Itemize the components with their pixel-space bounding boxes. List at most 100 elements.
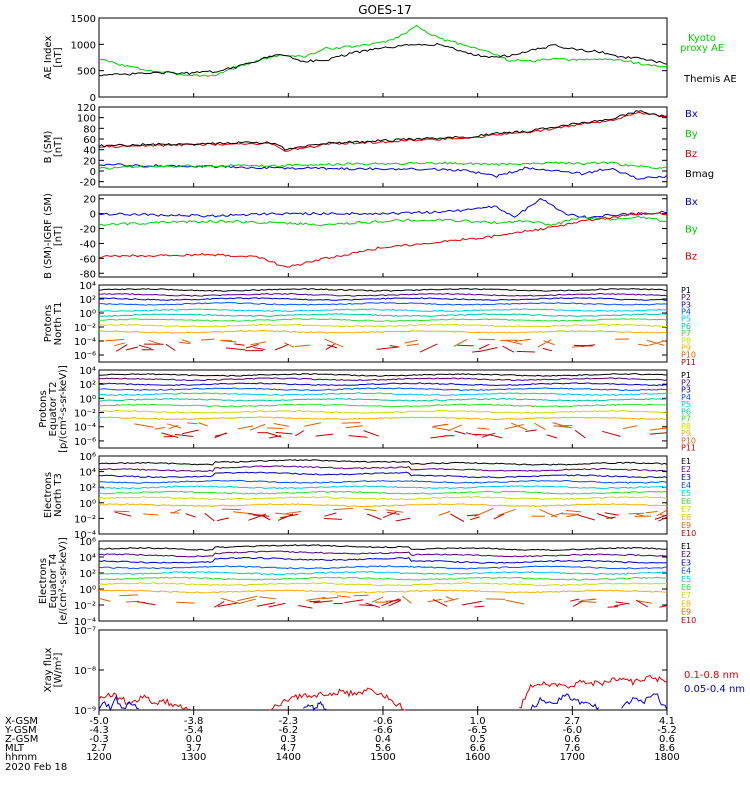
- legend-P2: P2: [681, 293, 691, 302]
- x-tick-label: -0.3: [89, 734, 109, 745]
- x-tick-label: 0.6: [564, 734, 580, 745]
- y-axis-label: North T1: [53, 302, 64, 346]
- y-tick-label: 10²: [79, 569, 96, 580]
- legend-Bmag: Bmag: [685, 169, 714, 180]
- series-line-0.05-0.4 nm: [98, 695, 139, 712]
- x-tick-label: -5.0: [89, 716, 109, 727]
- legend-E1: E1: [681, 457, 691, 466]
- panel-protons-t2: 10⁴ 10² 10⁰ 10⁻² 10⁻⁴ 10⁻⁶ Protons Equator T2 [p…: [38, 365, 696, 453]
- plot-frame: [98, 194, 668, 278]
- series-line-P3: [98, 297, 668, 301]
- series-line-0.05-0.4 nm: [621, 693, 668, 711]
- y-tick-label: 0: [90, 93, 96, 104]
- series-line-E9: [98, 594, 652, 605]
- y-tick-label: 0: [90, 167, 96, 178]
- legend-E1: E1: [681, 542, 691, 551]
- legend-P3: P3: [681, 386, 691, 395]
- legend-P8: P8: [681, 336, 691, 345]
- legend-Bx: Bx: [685, 109, 698, 120]
- x-axis-table: X-GSMY-GSMZ-GSMMLThhmm-5.0-4.3-0.32.7120…: [4, 710, 680, 773]
- legend-E6: E6: [681, 583, 691, 592]
- y-tick-label: 10⁻⁴: [74, 530, 96, 541]
- series-group: [98, 459, 668, 522]
- x-tick-label: -0.6: [373, 716, 393, 727]
- y-tick-label: -20: [80, 178, 96, 189]
- series-line-E8: [98, 589, 668, 594]
- series-line-0.1-0.8 nm: [519, 675, 668, 709]
- legend-P6: P6: [681, 407, 691, 416]
- series-line-E6: [98, 576, 668, 581]
- legend-P7: P7: [681, 415, 691, 424]
- plot-frame: [98, 284, 668, 363]
- series-line-Kyoto proxy AE: [98, 24, 668, 78]
- series-line-E2: [98, 550, 668, 558]
- x-tick-label: 3.7: [186, 743, 202, 754]
- x-tick-label: 2.7: [564, 716, 580, 727]
- legend-P11: P11: [681, 358, 696, 367]
- y-tick-label: 40: [83, 146, 96, 157]
- y-tick-label: 10²: [79, 483, 96, 494]
- series-group: [98, 110, 668, 180]
- x-tick-label: 4.1: [659, 716, 675, 727]
- series-line-E6: [98, 490, 668, 495]
- legend-kyoto: Kyoto: [688, 33, 716, 44]
- y-tick-label: 10⁻⁸: [74, 666, 96, 677]
- y-axis-label: Electrons: [38, 558, 49, 604]
- x-tick-label: 8.6: [659, 743, 675, 754]
- y-axis-label: Electrons: [43, 472, 54, 518]
- legend-E3: E3: [681, 473, 691, 482]
- x-tick-label: -6.6: [373, 725, 393, 736]
- y-axis-label: Xray flux: [43, 648, 54, 693]
- x-tick-label: 1500: [370, 752, 395, 763]
- legend-P10: P10: [681, 351, 696, 360]
- series-line-P5: [98, 392, 668, 397]
- y-tick-label: 500: [77, 67, 96, 78]
- x-tick-label: 1300: [181, 752, 206, 763]
- legend-E4: E4: [681, 567, 691, 576]
- legend-P8: P8: [681, 422, 691, 431]
- legend-By: By: [685, 224, 698, 235]
- series-line-E10: [114, 511, 668, 522]
- y-tick-label: 10⁻⁴: [74, 423, 96, 434]
- figure-title: GOES-17: [358, 3, 412, 17]
- legend-kyoto: proxy AE: [680, 43, 724, 54]
- series-line-P2: [98, 377, 668, 382]
- y-axis-label: Equator T4: [48, 554, 59, 609]
- y-axis-label: AE Index: [43, 35, 54, 79]
- series-line-P1: [98, 373, 668, 377]
- legend: Bx By Bz Bmag: [685, 109, 714, 180]
- y-tick-label: 10²: [79, 295, 96, 306]
- y-tick-label: 10⁻²: [74, 409, 96, 420]
- date-label: 2020 Feb 18: [5, 762, 67, 773]
- legend-P3: P3: [681, 300, 691, 309]
- series-line-0.05-0.4 nm: [530, 693, 600, 711]
- y-axis-label: [nT]: [53, 47, 64, 67]
- series-line-P10: [105, 338, 668, 348]
- legend-P5: P5: [681, 315, 691, 324]
- y-tick-label: 100: [77, 114, 96, 125]
- legend-E2: E2: [681, 550, 691, 559]
- y-axis-label: B (SM)-IGRF (SM): [43, 193, 54, 279]
- legend-0.05-0.4 nm: 0.05-0.4 nm: [684, 684, 745, 695]
- legend-P1: P1: [681, 371, 691, 380]
- series-line-E9: [113, 507, 668, 518]
- series-line-E7: [98, 496, 668, 501]
- x-tick-label: 7.6: [564, 743, 580, 754]
- series-group: [98, 544, 668, 609]
- legend-P7: P7: [681, 329, 691, 338]
- x-row-label: MLT: [5, 743, 25, 754]
- series-line-P11: [161, 429, 668, 439]
- legend-themis: Themis AE: [683, 74, 737, 85]
- legend-E5: E5: [681, 489, 691, 498]
- legend-P10: P10: [681, 436, 696, 445]
- x-tick-label: 0.4: [375, 734, 391, 745]
- plot-frame: [98, 540, 668, 622]
- series-group: [98, 675, 668, 712]
- y-axis-label: B (SM): [43, 130, 54, 163]
- series-line-0.1-0.8 nm: [98, 692, 191, 711]
- series-line-Bz: [98, 111, 668, 152]
